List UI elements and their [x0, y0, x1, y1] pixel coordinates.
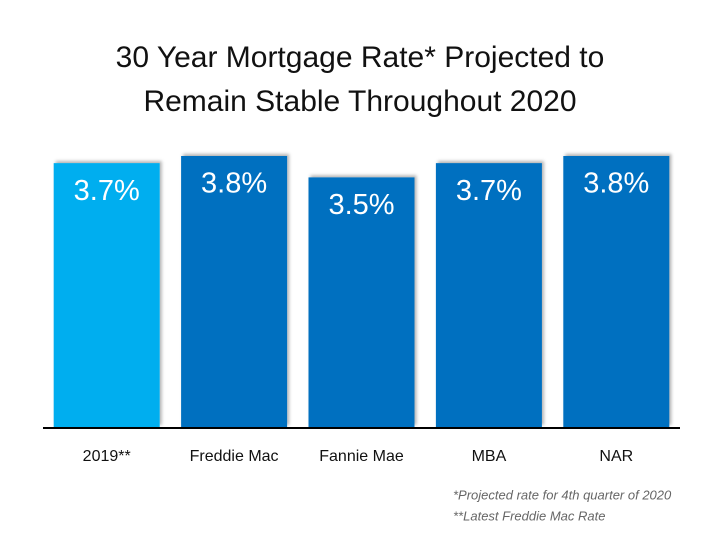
x-tick-label: NAR — [599, 448, 633, 465]
chart-title: 30 Year Mortgage Rate* Projected to Rema… — [115, 41, 605, 118]
value-label: 3.7% — [74, 175, 140, 207]
bar — [563, 156, 670, 427]
footnote: **Latest Freddie Mac Rate — [453, 508, 605, 523]
value-label: 3.5% — [328, 189, 394, 221]
footnote: *Projected rate for 4th quarter of 2020 — [453, 487, 672, 502]
bar — [435, 163, 542, 427]
bar — [308, 177, 415, 427]
x-tick-label: 2019** — [83, 448, 131, 465]
value-label: 3.8% — [583, 168, 649, 200]
x-tick-label: Fannie Mae — [319, 448, 404, 465]
value-label: 3.8% — [201, 168, 267, 200]
x-tick-label: Freddie Mac — [190, 448, 279, 465]
x-tick-label: MBA — [472, 448, 507, 465]
bar — [181, 156, 288, 427]
value-label: 3.7% — [456, 175, 522, 207]
bar — [53, 163, 160, 427]
